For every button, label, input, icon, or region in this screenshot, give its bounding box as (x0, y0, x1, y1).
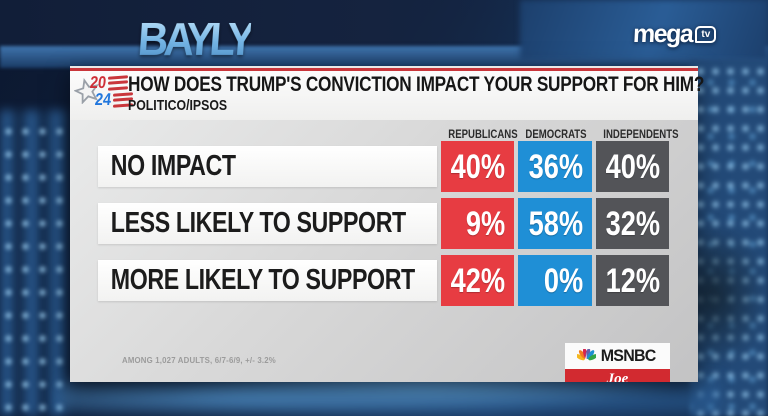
msnbc-wordmark: MSNBC (601, 346, 657, 365)
bayly-show-logo: BAYLY (136, 13, 253, 65)
election-2024-badge: 20 24 (74, 71, 133, 113)
column-header-democrats: DEMOCRATS (525, 127, 587, 141)
value-text: 12% (605, 261, 660, 300)
background-blue-band (0, 46, 768, 68)
value-text: 42% (450, 261, 505, 300)
row-label-less-likely: LESS LIKELY TO SUPPORT (98, 203, 437, 244)
row-label-no-impact: NO IMPACT (98, 146, 437, 187)
row-label-text: LESS LIKELY TO SUPPORT (110, 207, 406, 239)
background-city-right (690, 60, 768, 416)
cell-more-likely-independents: 12% (596, 255, 669, 306)
cell-less-likely-independents: 32% (596, 198, 669, 249)
value-text: 32% (605, 204, 660, 243)
value-text: 58% (528, 204, 583, 243)
joe-script-text: Joe (606, 371, 629, 383)
row-label-more-likely: MORE LIKELY TO SUPPORT (98, 260, 437, 301)
value-text: 9% (465, 204, 505, 243)
megatv-tv-badge: tv (695, 26, 717, 43)
cell-more-likely-democrats: 0% (518, 255, 592, 306)
row-label-text: MORE LIKELY TO SUPPORT (110, 264, 415, 296)
background-city-left (0, 110, 70, 416)
cell-more-likely-republicans: 42% (441, 255, 514, 306)
background-window-lights-left (0, 120, 70, 416)
value-text: 40% (605, 147, 660, 186)
value-text: 40% (450, 147, 505, 186)
morning-joe-bar: Joe (565, 369, 670, 382)
row-label-text: NO IMPACT (110, 150, 236, 182)
megatv-wordmark: mega (632, 20, 694, 48)
value-text: 36% (528, 147, 583, 186)
panel-red-rule (70, 68, 698, 71)
background-top-left (0, 0, 540, 58)
methodology-footnote: AMONG 1,027 ADULTS, 6/7-6/9, +/- 3.2% (122, 355, 276, 365)
peacock-icon (577, 348, 597, 363)
poll-graphic-panel: 20 24 HOW DOES TRUMP'S CONVICTION IMPACT… (70, 66, 704, 382)
column-header-republicans: REPUBLICANS (448, 127, 518, 141)
panel-header-band (70, 71, 698, 120)
poll-source: POLITICO/IPSOS (128, 97, 228, 114)
cell-no-impact-democrats: 36% (518, 141, 592, 192)
value-text: 0% (543, 261, 583, 300)
panel-top-highlight (70, 66, 698, 68)
msnbc-logo-box: MSNBC (565, 343, 670, 369)
cell-less-likely-republicans: 9% (441, 198, 514, 249)
star-icon (74, 78, 100, 104)
poll-question-title: HOW DOES TRUMP'S CONVICTION IMPACT YOUR … (128, 73, 705, 96)
megatv-network-logo: mega tv (632, 20, 717, 48)
cell-less-likely-democrats: 58% (518, 198, 592, 249)
cell-no-impact-independents: 40% (596, 141, 669, 192)
column-header-independents: INDEPENDENTS (603, 127, 679, 141)
cell-no-impact-republicans: 40% (441, 141, 514, 192)
badge-year-bottom: 24 (94, 90, 113, 109)
flag-stripes-top (108, 75, 128, 91)
msnbc-bug: MSNBC Joe (565, 343, 670, 382)
